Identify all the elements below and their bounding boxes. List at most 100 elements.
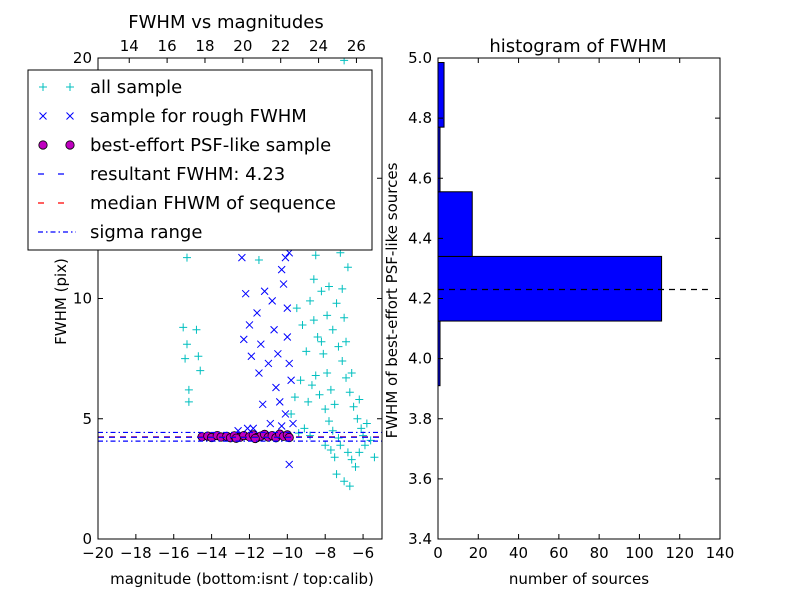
all-sample-point — [311, 371, 320, 380]
all-sample-point — [334, 342, 343, 351]
all-sample-point — [290, 393, 299, 402]
legend-entry: sample for rough FWHM — [39, 106, 307, 127]
rough-fwhm-sample-point — [285, 460, 294, 469]
all-sample-point — [370, 453, 379, 462]
rough-fwhm-sample-point — [289, 419, 297, 428]
all-sample-point — [184, 385, 193, 394]
legend-label: median FHWM of sequence — [90, 193, 336, 214]
rough-fwhm-sample-point — [255, 369, 263, 377]
all-sample-point — [345, 388, 354, 397]
all-sample-point — [328, 426, 337, 435]
all-sample-point — [340, 313, 349, 322]
rough-fwhm-sample-point — [249, 424, 258, 433]
all-sample-point — [254, 256, 263, 265]
all-sample-point — [326, 446, 335, 455]
legend-label: all sample — [90, 77, 182, 98]
x-tick-label: −12 — [234, 544, 266, 562]
y-tick-label: 10 — [73, 290, 92, 308]
all-sample-point — [330, 400, 339, 409]
legend: all sample sample for rough FWHM best-effo… — [27, 69, 373, 251]
y-tick-label: 3.6 — [408, 470, 432, 488]
histogram-bar — [437, 191, 473, 257]
y-tick-label: 5 — [82, 410, 92, 428]
left-x-axis-label: magnitude (bottom:isnt / top:calib) — [110, 570, 374, 588]
rough-fwhm-sample-point — [266, 419, 275, 428]
x-tick-label: 140 — [706, 544, 735, 562]
all-sample-point — [355, 395, 364, 404]
all-sample-point — [304, 397, 313, 406]
rough-fwhm-sample-point — [281, 253, 290, 262]
y-tick-label: 20 — [73, 49, 92, 67]
right-x-axis-label: number of sources — [509, 570, 649, 588]
y-tick-label: 4.4 — [408, 229, 432, 247]
all-sample-point — [306, 296, 315, 305]
legend-entry: best-effort PSF-like sample — [38, 135, 331, 156]
all-sample-point — [317, 287, 326, 296]
all-sample-point — [287, 409, 296, 418]
x-tick-label: 40 — [509, 544, 528, 562]
all-sample-point — [302, 347, 311, 356]
all-sample-point — [324, 417, 333, 426]
rough-fwhm-sample-point — [241, 289, 250, 298]
histogram-bar — [437, 255, 663, 322]
all-sample-point — [194, 352, 203, 361]
rough-fwhm-sample-point — [239, 335, 248, 344]
all-sample-point — [321, 405, 330, 414]
y-tick-label: 5.0 — [408, 49, 432, 67]
legend-label: best-effort PSF-like sample — [90, 135, 331, 156]
legend-label: sigma range — [90, 222, 202, 243]
right-y-axis-label: FWHM of best-effort PSF-like sources — [383, 162, 401, 438]
x-tick-label: 20 — [469, 544, 488, 562]
all-sample-point — [307, 381, 316, 390]
all-sample-point — [323, 311, 332, 320]
right-axes-ticks: 0 20 40 60 80 100 120 140 3.4 3.6 3.8 4.0 4.2 4.4 4.6 4… — [408, 49, 734, 562]
all-sample-point — [366, 436, 375, 445]
all-sample-point — [309, 316, 318, 325]
rough-fwhm-sample-point — [283, 304, 292, 312]
all-sample-point — [315, 390, 324, 399]
all-sample-point — [347, 369, 356, 378]
top-x-tick-label: 18 — [195, 37, 214, 55]
all-sample-point — [300, 424, 309, 433]
legend-circle-marker — [38, 140, 48, 150]
rough-fwhm-sample-point — [270, 325, 278, 334]
all-sample-point — [340, 58, 349, 65]
rough-fwhm-sample-point — [281, 410, 290, 418]
all-sample-point — [196, 366, 205, 375]
all-sample-point — [319, 349, 328, 358]
all-sample-point — [292, 304, 301, 313]
all-sample-point — [362, 419, 371, 428]
top-x-tick-label: 26 — [347, 37, 366, 55]
rough-fwhm-sample-point — [277, 265, 286, 274]
all-sample-point — [349, 402, 358, 411]
all-sample-point — [351, 462, 360, 471]
rough-fwhm-sample-point — [275, 398, 284, 406]
legend-x-marker — [39, 112, 47, 120]
legend-plus-marker — [66, 83, 74, 91]
all-sample-point — [342, 337, 351, 346]
all-sample-point — [182, 340, 191, 349]
rough-fwhm-sample-point — [268, 297, 277, 305]
top-x-tick-label: 14 — [120, 37, 139, 55]
all-sample-point — [192, 325, 201, 334]
all-sample-point — [332, 470, 341, 479]
top-x-tick-label: 24 — [309, 37, 328, 55]
legend-x-marker — [66, 112, 74, 120]
legend-box — [27, 69, 373, 251]
y-tick-label: 4.0 — [408, 350, 432, 368]
x-tick-label: −18 — [120, 544, 152, 562]
top-x-tick-label: 20 — [233, 37, 252, 55]
rough-fwhm-sample-point — [287, 376, 295, 385]
psf-like-sample-point — [231, 433, 241, 443]
x-tick-label: 80 — [590, 544, 609, 562]
rough-fwhm-sample-point — [274, 349, 282, 358]
all-sample-point — [317, 337, 326, 346]
all-sample-point — [323, 369, 332, 378]
all-sample-point — [298, 320, 307, 329]
all-sample-point — [328, 325, 337, 334]
legend-entry: median FHWM of sequence — [38, 193, 336, 214]
y-tick-label: 4.8 — [408, 109, 432, 127]
all-sample-point — [342, 373, 351, 382]
x-tick-label: −16 — [158, 544, 190, 562]
all-sample-point — [182, 253, 191, 262]
